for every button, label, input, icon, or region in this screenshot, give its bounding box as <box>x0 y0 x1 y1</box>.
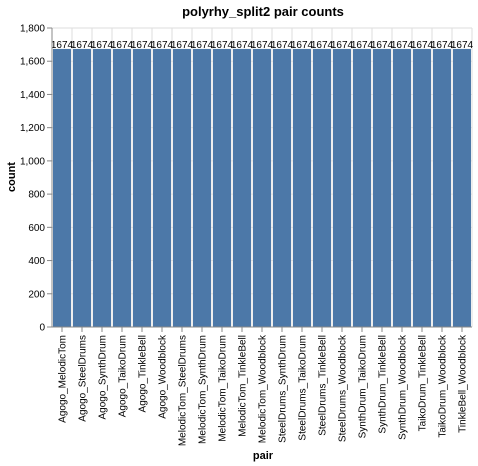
bar-SteelDrums_TaikoDrum <box>293 48 311 328</box>
bar-TinkleBell_Woodblock <box>453 48 471 328</box>
data-label: 1674 <box>431 40 454 51</box>
data-label: 1674 <box>351 40 374 51</box>
data-label: 1674 <box>91 40 114 51</box>
bar-MelodicTom_SteelDrums <box>173 48 191 328</box>
bar-Agogo_TaikoDrum <box>113 48 131 328</box>
data-label: 1674 <box>71 40 94 51</box>
bar-SteelDrums_TinkleBell <box>313 48 331 328</box>
data-label: 1674 <box>191 40 214 51</box>
x-tick-label: TaikoDrum_TinkleBell <box>418 335 429 431</box>
y-tick-label: 200 <box>28 289 45 300</box>
y-tick-label: 800 <box>28 190 45 201</box>
data-labels: 1674167416741674167416741674167416741674… <box>51 40 474 51</box>
bar-Agogo_SteelDrums <box>73 48 91 328</box>
y-tick-label: 1,600 <box>20 57 45 68</box>
bar-SteelDrums_Woodblock <box>333 48 351 328</box>
data-label: 1674 <box>291 40 314 51</box>
data-label: 1674 <box>211 40 234 51</box>
axes: 0 200 400 600 800 1,000 1,200 1,400 1,600 1,800 Ag… <box>20 24 472 446</box>
y-tick-label: 1,200 <box>20 123 45 134</box>
bar-SynthDrum_Woodblock <box>393 48 411 328</box>
x-tick-label: TaikoDrum_Woodblock <box>438 334 449 438</box>
x-tick-label: MelodicTom_SynthDrum <box>198 335 209 444</box>
bar-MelodicTom_Woodblock <box>253 48 271 328</box>
x-tick-label: TinkleBell_Woodblock <box>458 334 469 433</box>
data-label: 1674 <box>131 40 154 51</box>
x-tick-label: SteelDrums_Woodblock <box>338 334 349 442</box>
data-label: 1674 <box>51 40 74 51</box>
bar-Agogo_TinkleBell <box>133 48 151 328</box>
bars <box>53 48 471 328</box>
bar-Agogo_SynthDrum <box>93 48 111 328</box>
x-tick-label: SteelDrums_TaikoDrum <box>298 335 309 441</box>
data-label: 1674 <box>391 40 414 51</box>
data-label: 1674 <box>171 40 194 51</box>
x-tick-label: MelodicTom_TaikoDrum <box>218 335 229 442</box>
x-tick-label: Agogo_TaikoDrum <box>118 335 129 417</box>
data-label: 1674 <box>271 40 294 51</box>
x-tick-label: Agogo_MelodicTom <box>58 335 69 423</box>
data-label: 1674 <box>251 40 274 51</box>
x-tick-label: SteelDrums_SynthDrum <box>278 335 289 443</box>
bar-MelodicTom_TaikoDrum <box>213 48 231 328</box>
x-tick-label: Agogo_SteelDrums <box>78 335 89 422</box>
bar-SteelDrums_SynthDrum <box>273 48 291 328</box>
y-tick-label: 1,400 <box>20 90 45 101</box>
y-tick-label: 1,800 <box>20 24 45 35</box>
bar-Agogo_MelodicTom <box>53 48 71 328</box>
x-axis-title: pair <box>253 450 274 462</box>
bar-TaikoDrum_TinkleBell <box>413 48 431 328</box>
bar-SynthDrum_TinkleBell <box>373 48 391 328</box>
x-tick-label: SteelDrums_TinkleBell <box>318 335 329 436</box>
bar-MelodicTom_SynthDrum <box>193 48 211 328</box>
data-label: 1674 <box>331 40 354 51</box>
x-tick-label: Agogo_TinkleBell <box>138 335 149 412</box>
x-tick-label: MelodicTom_SteelDrums <box>178 335 189 446</box>
y-tick-label: 0 <box>39 323 45 334</box>
data-label: 1674 <box>371 40 394 51</box>
x-tick-label: SynthDrum_TinkleBell <box>378 335 389 434</box>
data-label: 1674 <box>231 40 254 51</box>
y-tick-label: 1,000 <box>20 156 45 167</box>
bar-TaikoDrum_Woodblock <box>433 48 451 328</box>
x-tick-label: Agogo_Woodblock <box>158 334 169 419</box>
y-tick-label: 600 <box>28 223 45 234</box>
data-label: 1674 <box>111 40 134 51</box>
bar-MelodicTom_TinkleBell <box>233 48 251 328</box>
data-label: 1674 <box>151 40 174 51</box>
bar-SynthDrum_TaikoDrum <box>353 48 371 328</box>
bar-Agogo_Woodblock <box>153 48 171 328</box>
x-tick-label: MelodicTom_TinkleBell <box>238 335 249 437</box>
chart-title: polyrhy_split2 pair counts <box>182 4 344 19</box>
x-tick-label: Agogo_SynthDrum <box>98 335 109 420</box>
y-axis-title: count <box>6 162 18 192</box>
data-label: 1674 <box>411 40 434 51</box>
x-tick-label: SynthDrum_TaikoDrum <box>358 335 369 438</box>
data-label: 1674 <box>311 40 334 51</box>
data-label: 1674 <box>451 40 474 51</box>
x-tick-label: SynthDrum_Woodblock <box>398 334 409 440</box>
x-tick-label: MelodicTom_Woodblock <box>258 334 269 443</box>
y-tick-label: 400 <box>28 256 45 267</box>
